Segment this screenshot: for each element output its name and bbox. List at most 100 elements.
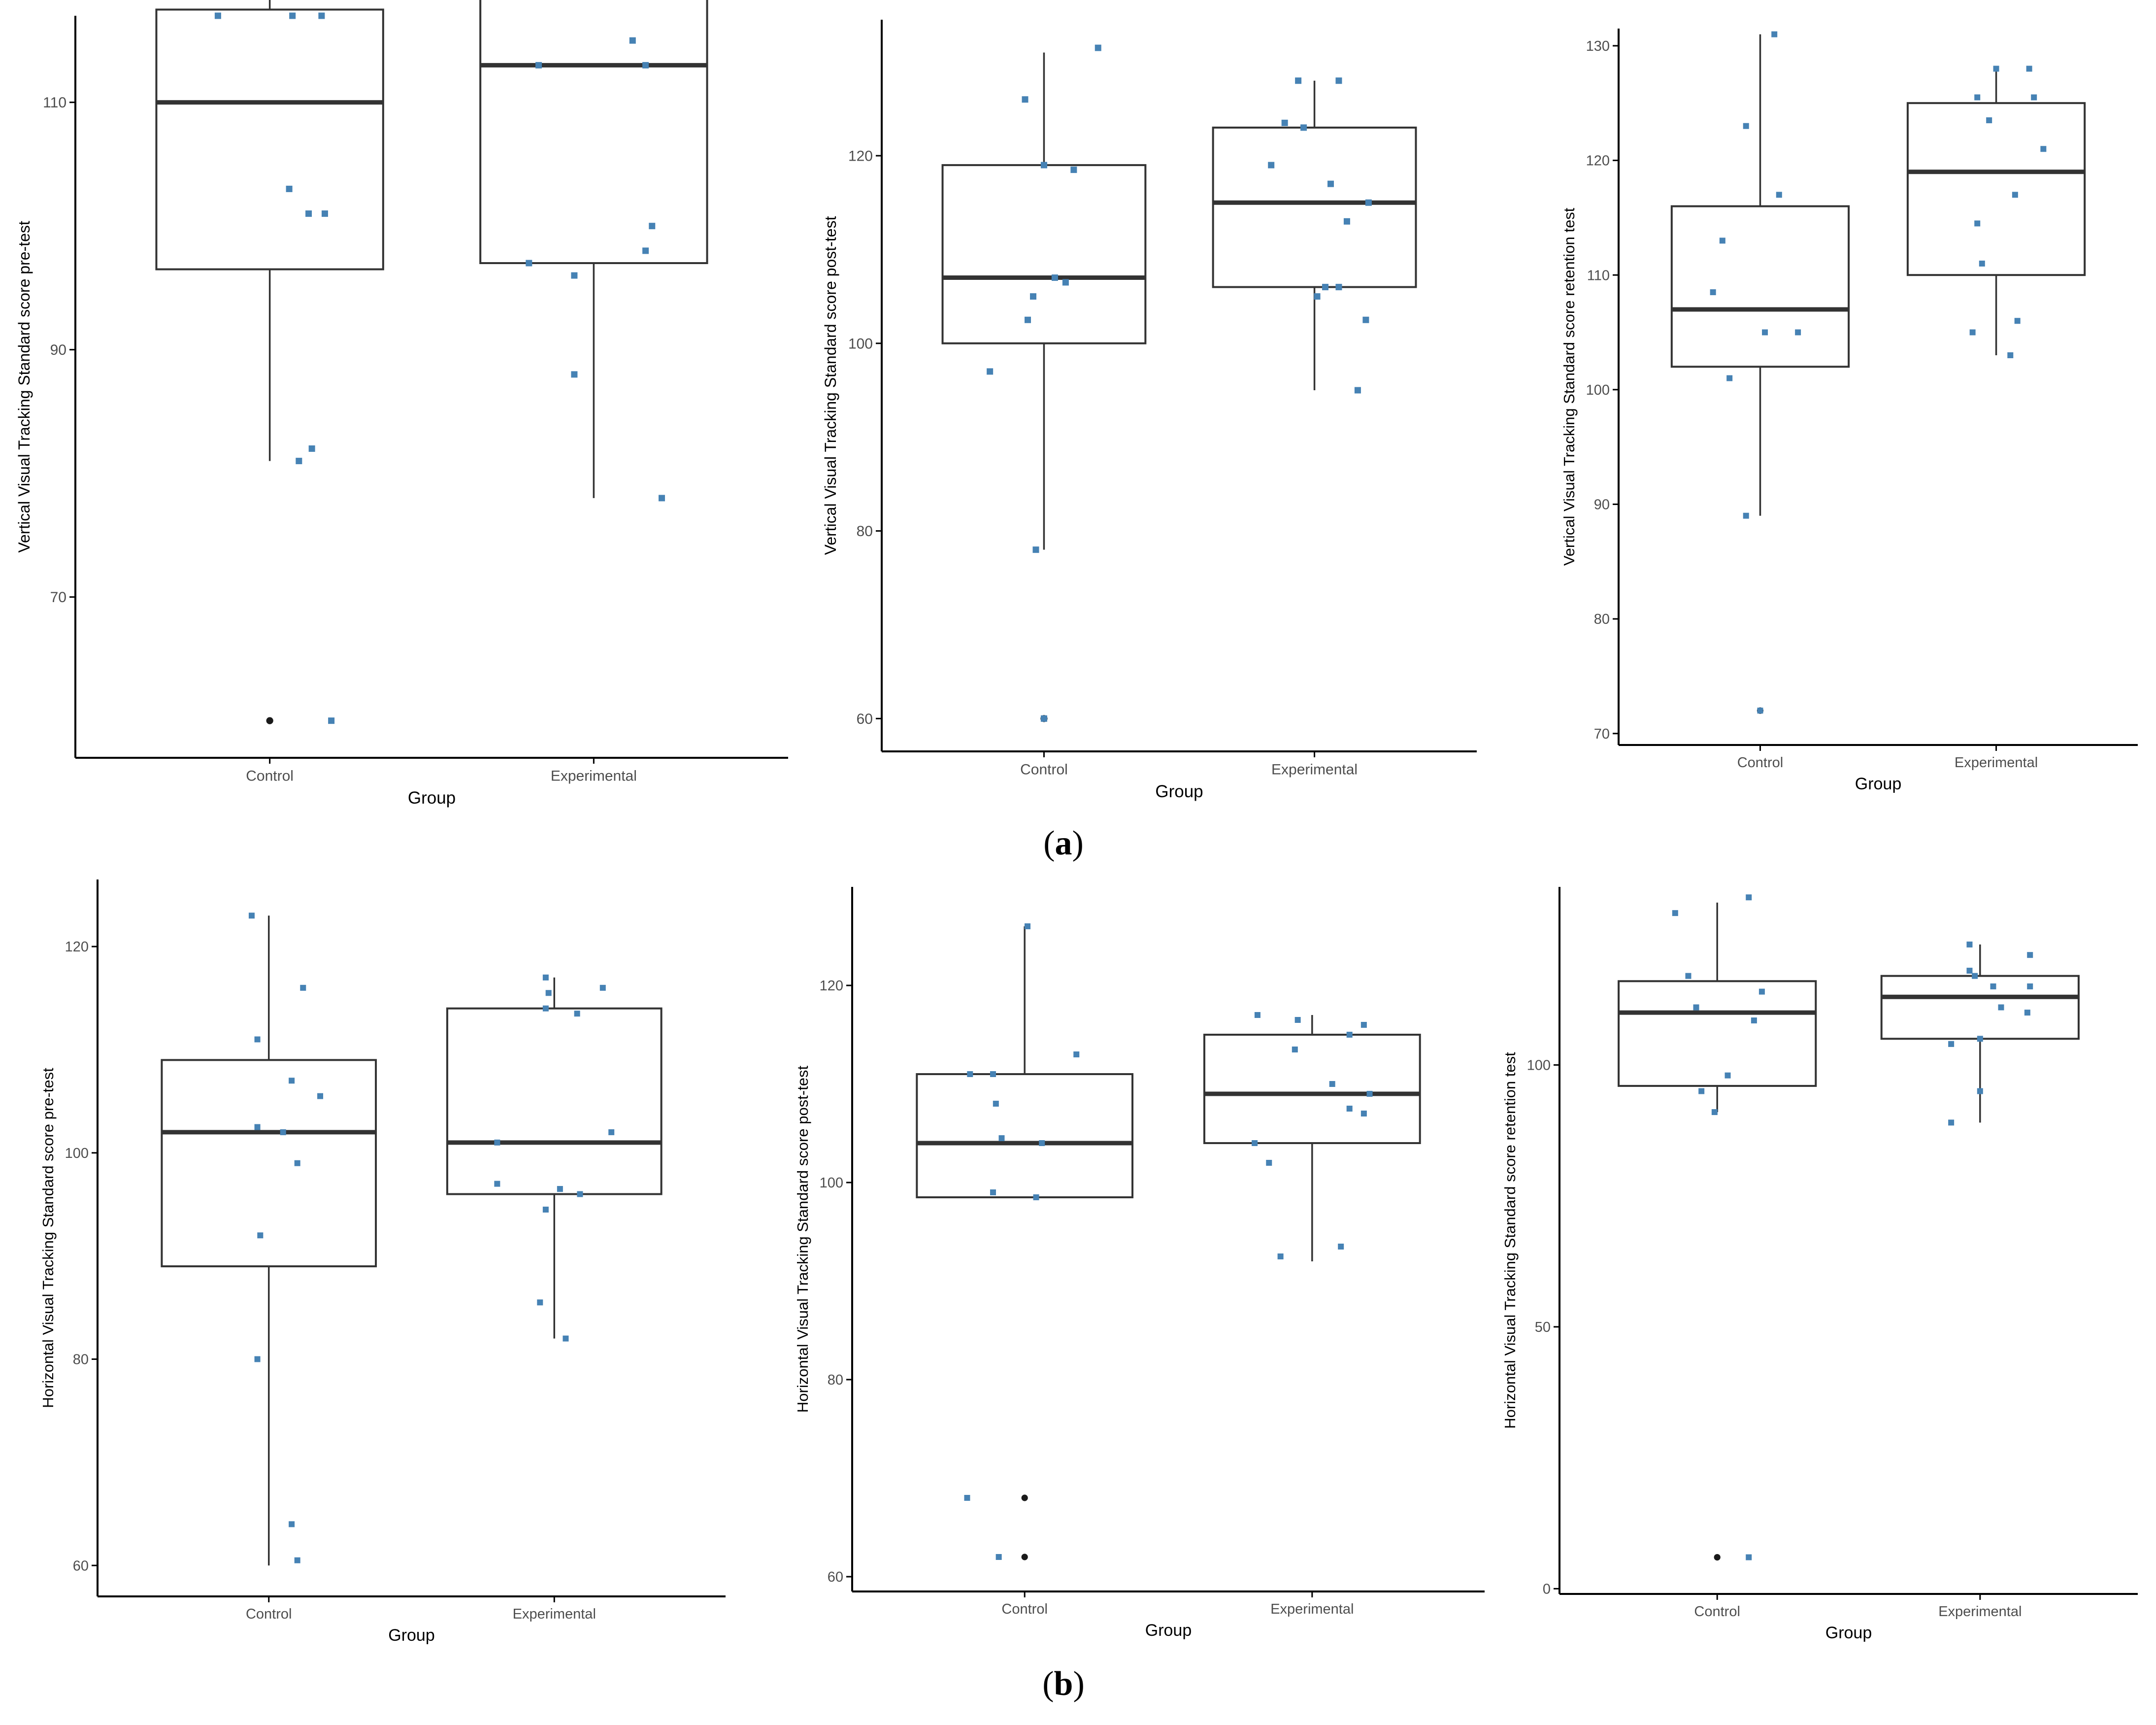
jitter-point [1277, 1253, 1284, 1259]
jitter-point [1073, 1051, 1080, 1057]
jitter-point [305, 210, 312, 217]
jitter-point [1335, 284, 1342, 291]
jitter-point [289, 1078, 295, 1084]
jitter-point [542, 1005, 549, 1012]
jitter-point [526, 260, 532, 267]
jitter-point [993, 1101, 999, 1107]
iqr-box [941, 164, 1147, 344]
iqr-box [155, 8, 384, 271]
x-tick-label: Control [246, 768, 294, 784]
jitter-point [1746, 1554, 1752, 1560]
jitter-point [1743, 123, 1749, 129]
outlier-point [1021, 1554, 1028, 1560]
jitter-point [2026, 66, 2032, 72]
jitter-point [1977, 1088, 1983, 1094]
jitter-point [2040, 146, 2047, 152]
x-tick-label: Experimental [1955, 755, 2038, 771]
jitter-point [642, 62, 649, 68]
iqr-box [1203, 1034, 1421, 1144]
jitter-point [1329, 1081, 1335, 1087]
jitter-point [629, 37, 636, 44]
jitter-point [1795, 329, 1801, 336]
y-tick-label: 90 [1594, 497, 1610, 513]
jitter-point [2012, 192, 2018, 198]
chart-vertical-posttest: 60 80 100 120 Control Experimental Group Vertic… [822, 20, 1477, 801]
x-tick-label: Experimental [551, 768, 637, 784]
y-tick-label: 80 [828, 1372, 843, 1388]
jitter-point [308, 445, 315, 452]
jitter-point [1292, 1047, 1298, 1052]
jitter-point [1295, 77, 1302, 84]
jitter-point [294, 1557, 300, 1563]
y-tick-label: 120 [1586, 153, 1610, 169]
jitter-point [289, 12, 296, 19]
jitter-point [964, 1495, 970, 1501]
y-tick-label: 100 [1527, 1058, 1551, 1074]
jitter-point [1710, 289, 1716, 296]
jitter-point [1327, 180, 1334, 187]
jitter-point [571, 272, 578, 279]
x-tick-label: Experimental [513, 1606, 596, 1622]
panel-caption-b: (b) [1042, 1665, 1085, 1703]
jitter-point [1300, 124, 1307, 131]
jitter-point [1062, 279, 1069, 286]
jitter-point [1360, 1022, 1367, 1028]
jitter-point [1360, 1111, 1367, 1116]
y-axis-title: Horizontal Visual Tracking Standard scor… [1501, 1052, 1519, 1429]
y-tick-label: 70 [50, 589, 66, 606]
x-tick-label: Experimental [1938, 1604, 2022, 1620]
y-axis-title: Vertical Visual Tracking Standard score … [1560, 207, 1578, 566]
y-tick-label: 80 [73, 1352, 89, 1368]
jitter-point [1095, 44, 1101, 51]
jitter-point [1281, 119, 1288, 126]
y-tick-label: 120 [820, 978, 843, 994]
jitter-point [1346, 1032, 1353, 1038]
x-tick-label: Control [1020, 762, 1068, 778]
x-axis-title: Group [1855, 775, 1902, 793]
jitter-point [658, 495, 665, 502]
jitter-point [294, 1160, 300, 1166]
jitter-point [1948, 1119, 1955, 1126]
y-axis-title: Horizontal Visual Tracking Standard scor… [794, 1066, 811, 1413]
jitter-point [494, 1139, 500, 1146]
y-tick-label: 120 [848, 148, 873, 165]
jitter-point [1322, 284, 1329, 291]
jitter-point [1051, 274, 1058, 281]
jitter-point [987, 368, 994, 375]
jitter-point [2027, 983, 2033, 989]
y-tick-label: 100 [65, 1146, 89, 1161]
x-axis-title: Group [1155, 782, 1203, 801]
jitter-point [1757, 708, 1763, 714]
jitter-point [321, 210, 328, 217]
jitter-point [1771, 31, 1778, 37]
jitter-point [1743, 512, 1749, 519]
jitter-point [280, 1129, 286, 1135]
jitter-point [1254, 1012, 1260, 1018]
jitter-point [990, 1189, 996, 1195]
outlier-point [1021, 1494, 1028, 1501]
jitter-point [1362, 316, 1369, 323]
jitter-point [574, 1011, 580, 1017]
jitter-point [545, 990, 552, 996]
y-axis-title: Vertical Visual Tracking Standard score … [822, 216, 839, 555]
chart-vertical-pretest: 70 90 110 Control Experimental Group Vertical … [15, 0, 788, 808]
y-tick-label: 50 [1535, 1319, 1551, 1335]
x-axis-title: Group [388, 1626, 435, 1645]
x-tick-label: Control [1737, 755, 1784, 771]
jitter-point [537, 1299, 543, 1306]
jitter-point [254, 1356, 261, 1362]
jitter-point [1343, 218, 1350, 225]
jitter-point [998, 1135, 1005, 1141]
jitter-point [1974, 94, 1981, 101]
chart-horizontal-retention: 0 50 100 Control Experimental Group Horizontal… [1501, 887, 2138, 1642]
jitter-point [1725, 1072, 1731, 1079]
jitter-point [1354, 387, 1361, 394]
jitter-point [563, 1335, 569, 1342]
y-tick-label: 70 [1594, 726, 1610, 742]
x-axis-title: Group [408, 788, 456, 808]
jitter-point [317, 1093, 324, 1099]
jitter-point [1039, 1140, 1045, 1146]
jitter-point [542, 1206, 549, 1213]
y-axis-title: Vertical Visual Tracking Standard score … [15, 221, 33, 553]
jitter-point [571, 371, 578, 378]
